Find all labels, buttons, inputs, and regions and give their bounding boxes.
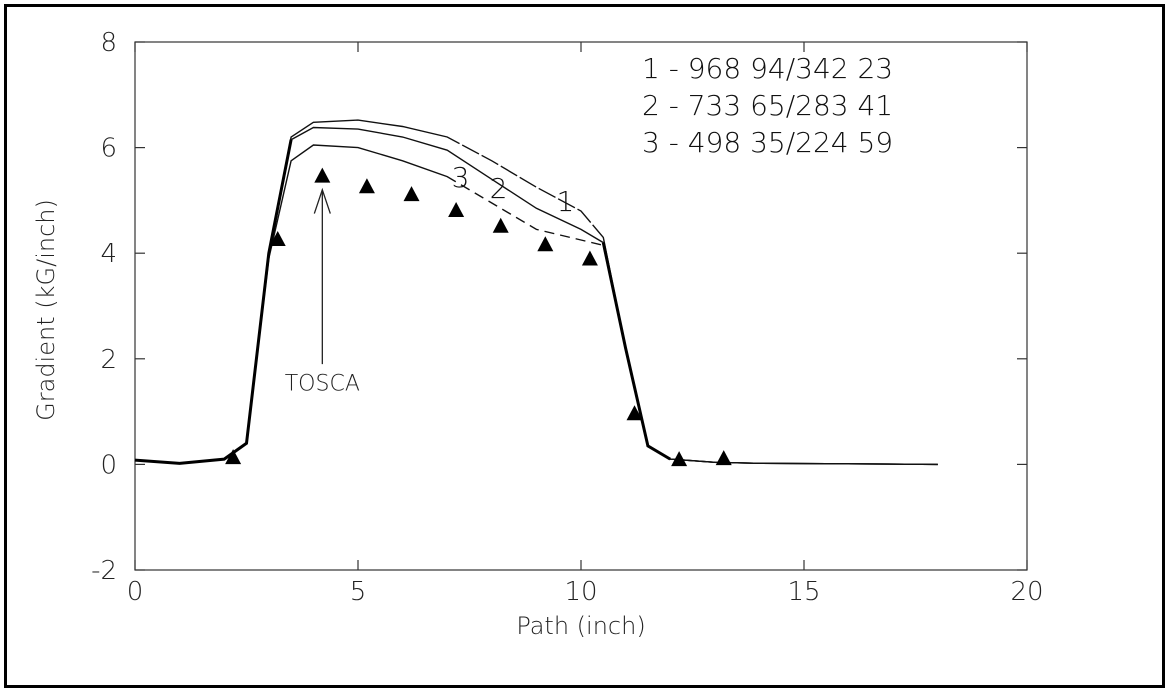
legend-entry-3: 3 - 498 35/224 59 [642,126,893,159]
tosca-point [448,201,465,217]
curves [134,119,938,466]
curve-1 [134,119,938,466]
legend-entry-1: 1 - 968 94/342 23 [642,52,893,85]
y-tick-label: 8 [100,28,117,58]
tosca-point [626,405,643,421]
tosca-arrow-head [313,187,331,214]
x-tick-label: 5 [350,577,367,607]
tosca-annotation: TOSCA [285,371,360,396]
plot-border [134,41,1028,571]
curve-style-gap-1 [446,136,605,239]
x-tick-label: 20 [1010,577,1043,607]
curve-label-3: 3 [452,161,470,194]
tosca-point [358,178,375,194]
tosca-point [403,186,420,202]
y-tick-label: 4 [100,239,117,269]
y-tick-label: 2 [100,345,117,375]
curve-label-2: 2 [490,172,508,205]
tosca-point [314,167,331,183]
tosca-point [492,217,509,233]
x-tick-label: 15 [787,577,820,607]
tosca-point [715,450,732,466]
tosca-point [671,451,688,467]
tosca-point [269,231,286,246]
y-tick-label: 6 [100,134,117,164]
x-axis-label: Path (inch) [516,612,645,640]
curve-3 [134,144,938,466]
legend: 1 - 968 94/342 23 2 - 733 65/283 41 3 - 49… [642,52,893,159]
figure-frame [4,4,1165,688]
x-tick-label: 0 [127,577,144,607]
tosca-point [537,236,554,252]
legend-entry-2: 2 - 733 65/283 41 [642,89,893,122]
curve-label-1: 1 [556,185,574,218]
curve-2 [134,126,938,466]
y-tick-label: -2 [91,556,117,586]
plot-box [134,41,1028,571]
falling-edge [601,242,671,461]
tosca-point [225,449,242,465]
tosca-markers [225,167,732,467]
curve-style-gap-3 [446,175,604,247]
rising-edge [134,139,293,465]
tosca-point [581,250,598,266]
axis-ticks [134,41,1028,571]
y-tick-label: 0 [100,450,117,480]
annotations: 3 2 1 TOSCA [285,161,575,396]
x-tick-label: 10 [564,577,597,607]
tick-labels: 0 5 10 15 20 -2 0 2 4 6 8 [91,28,1043,607]
y-axis-label: Gradient (kG/inch) [32,199,60,421]
